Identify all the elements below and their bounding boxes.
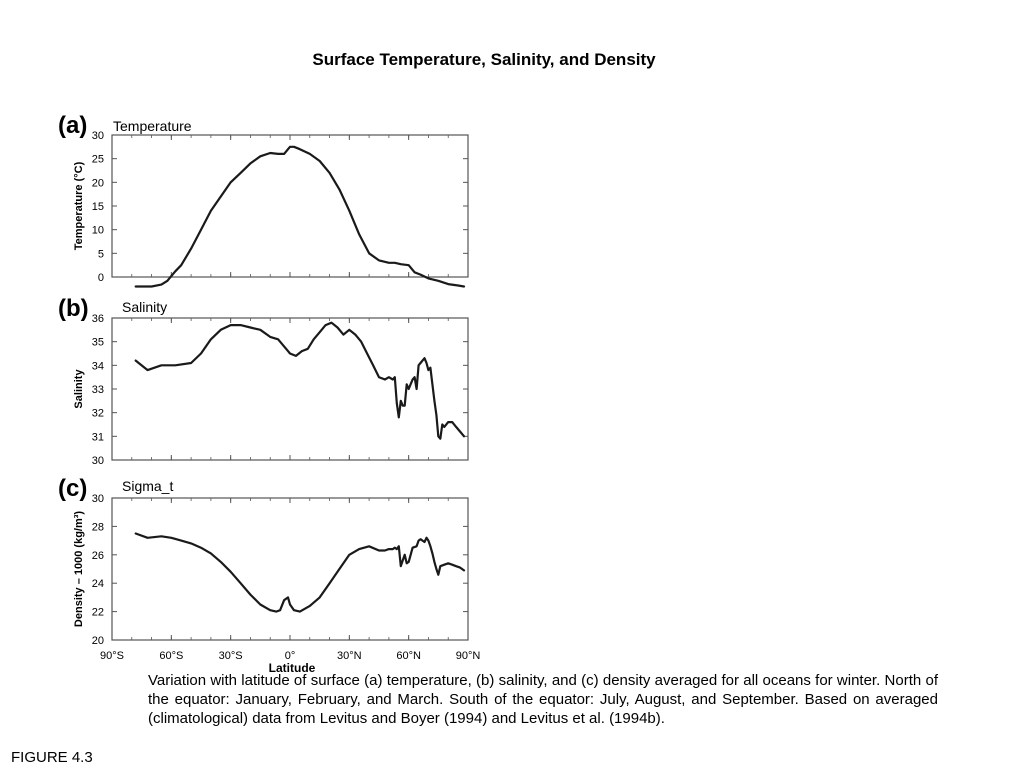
page-title: Surface Temperature, Salinity, and Densi…: [312, 50, 656, 69]
panel-a: (a) Temperature 0 5 10 15 20 25 30 Temperature (°…: [58, 112, 469, 288]
panel-letter: (c): [58, 475, 87, 502]
plot-frame: [111, 317, 469, 461]
x-tick-label: 90°S: [100, 650, 124, 662]
x-tick-label: 60°S: [159, 650, 183, 662]
data-line-sigma-t: [134, 532, 466, 613]
y-tick-label: 34: [92, 360, 104, 372]
y-tick-label: 20: [92, 177, 104, 189]
y-tick-label: 31: [92, 431, 104, 443]
x-tick-label: 30°S: [219, 650, 243, 662]
x-tick-label: 60°N: [396, 650, 421, 662]
y-tick-label: 20: [92, 635, 104, 647]
panel-c: (c) Sigma_t 20 22 24 26 28 30 Density – 1000 (kg…: [58, 475, 480, 675]
panel-title: Sigma_t: [122, 478, 173, 494]
y-tick-label: 36: [92, 313, 104, 325]
y-tick-label: 15: [92, 201, 104, 213]
x-axis-label: Latitude: [269, 661, 316, 675]
y-tick-label: 28: [92, 521, 104, 533]
y-axis-label: Temperature (°C): [73, 161, 85, 250]
y-tick-label: 25: [92, 154, 104, 166]
panel-title: Temperature: [113, 118, 192, 134]
y-tick-label: 0: [98, 272, 104, 284]
x-tick-label: 30°N: [337, 650, 362, 662]
figure-caption: Variation with latitude of surface (a) t…: [148, 672, 938, 727]
y-tick-label: 26: [92, 550, 104, 562]
panel-b: (b) Salinity 30 31 32 33 34 35 36 Salinity: [58, 295, 469, 467]
panel-letter: (b): [58, 295, 89, 322]
y-tick-label: 30: [92, 130, 104, 142]
y-tick-label: 32: [92, 408, 104, 420]
y-tick-label: 30: [92, 493, 104, 505]
y-tick-label: 22: [92, 607, 104, 619]
y-tick-label: 30: [92, 455, 104, 467]
panel-letter: (a): [58, 112, 87, 139]
panel-title: Salinity: [122, 299, 167, 315]
y-axis-label: Density – 1000 (kg/m³): [73, 511, 85, 627]
y-axis-label: Salinity: [73, 369, 85, 409]
y-tick-label: 5: [98, 248, 104, 260]
plot-frame: [111, 497, 469, 641]
y-tick-label: 33: [92, 384, 104, 396]
plot-frame: [111, 134, 469, 278]
y-tick-label: 10: [92, 225, 104, 237]
x-tick-label: 0°: [285, 650, 296, 662]
figure-label: FIGURE 4.3: [11, 749, 93, 766]
data-line-temperature: [134, 145, 466, 288]
x-tick-label: 90°N: [456, 650, 481, 662]
y-tick-label: 24: [92, 578, 104, 590]
y-tick-label: 35: [92, 337, 104, 349]
data-line-salinity: [134, 321, 466, 440]
